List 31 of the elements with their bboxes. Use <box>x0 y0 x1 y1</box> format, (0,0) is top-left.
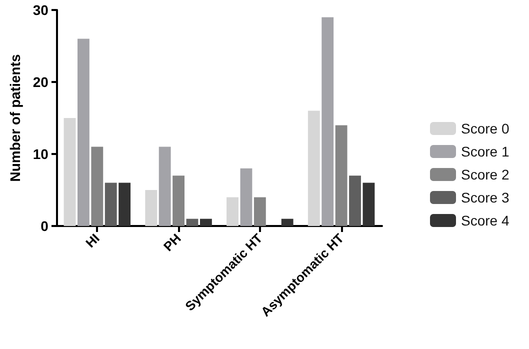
bar <box>335 125 348 226</box>
bar <box>186 218 198 226</box>
bar <box>254 197 266 226</box>
bar <box>158 146 171 226</box>
y-tick-label: 10 <box>32 146 49 162</box>
legend-label: Score 3 <box>461 190 510 206</box>
bar <box>240 168 252 226</box>
bar <box>64 118 76 226</box>
y-tick-label: 20 <box>32 74 49 90</box>
legend-label: Score 1 <box>461 144 510 160</box>
bar <box>118 182 131 226</box>
bar <box>308 110 320 226</box>
legend-label: Score 2 <box>461 166 510 182</box>
bar <box>281 218 294 226</box>
y-axis-title: Number of patients <box>7 54 23 182</box>
x-tick-label: PH <box>160 230 184 254</box>
x-tick-label: HI <box>82 230 102 250</box>
bar <box>78 38 90 226</box>
legend-label: Score 4 <box>461 212 510 228</box>
bar <box>104 182 117 226</box>
bar <box>226 197 238 226</box>
y-tick-label: 0 <box>40 218 49 234</box>
bar <box>200 218 212 226</box>
bar <box>349 176 361 226</box>
bar <box>322 17 334 226</box>
bar <box>172 176 185 226</box>
legend-label: Score 0 <box>461 120 510 136</box>
bar <box>91 146 104 226</box>
bar <box>145 190 158 226</box>
y-tick-label: 30 <box>32 2 49 18</box>
bar <box>362 182 375 226</box>
